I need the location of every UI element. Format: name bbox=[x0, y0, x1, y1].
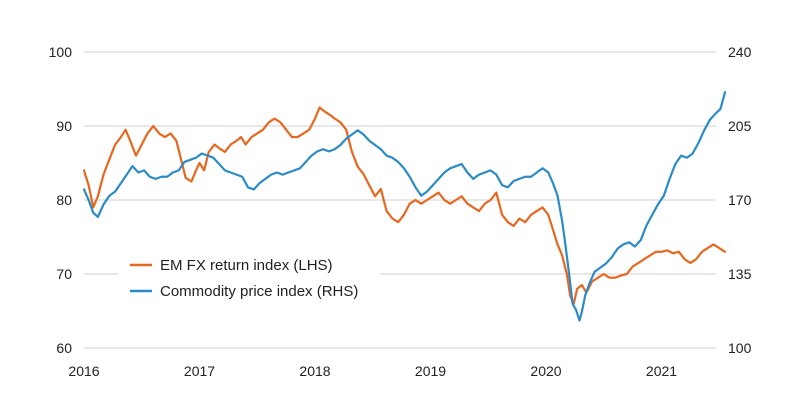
series-lines bbox=[82, 91, 727, 322]
y-right-tick-label: 135 bbox=[728, 266, 752, 282]
y-right-tick-label: 205 bbox=[728, 118, 752, 134]
x-tick-label: 2019 bbox=[415, 363, 446, 379]
x-tick-label: 2017 bbox=[184, 363, 215, 379]
y-left-tick-label: 80 bbox=[56, 192, 72, 208]
x-tick-label: 2016 bbox=[68, 363, 99, 379]
y-axis-left-ticks: 100 90 80 70 60 bbox=[49, 44, 73, 356]
x-axis-ticks: 2016 2017 2018 2019 2020 2021 bbox=[68, 363, 677, 379]
y-right-tick-label: 100 bbox=[728, 340, 752, 356]
y-left-tick-label: 100 bbox=[49, 44, 73, 60]
y-right-tick-label: 170 bbox=[728, 192, 752, 208]
x-tick-label: 2018 bbox=[299, 363, 330, 379]
legend-background bbox=[118, 250, 380, 310]
y-right-tick-label: 240 bbox=[728, 44, 752, 60]
legend-label-commodity: Commodity price index (RHS) bbox=[160, 283, 358, 300]
y-axis-right-ticks: 240 205 170 135 100 bbox=[728, 44, 752, 356]
legend: EM FX return index (LHS) Commodity price… bbox=[118, 250, 380, 310]
x-tick-label: 2021 bbox=[646, 363, 677, 379]
x-tick-label: 2020 bbox=[530, 363, 561, 379]
y-left-tick-label: 60 bbox=[56, 340, 72, 356]
y-left-tick-label: 70 bbox=[56, 266, 72, 282]
legend-label-em-fx: EM FX return index (LHS) bbox=[160, 257, 333, 274]
series-line-commodity bbox=[82, 91, 727, 322]
y-left-tick-label: 90 bbox=[56, 118, 72, 134]
series-line-em-fx bbox=[82, 106, 727, 305]
